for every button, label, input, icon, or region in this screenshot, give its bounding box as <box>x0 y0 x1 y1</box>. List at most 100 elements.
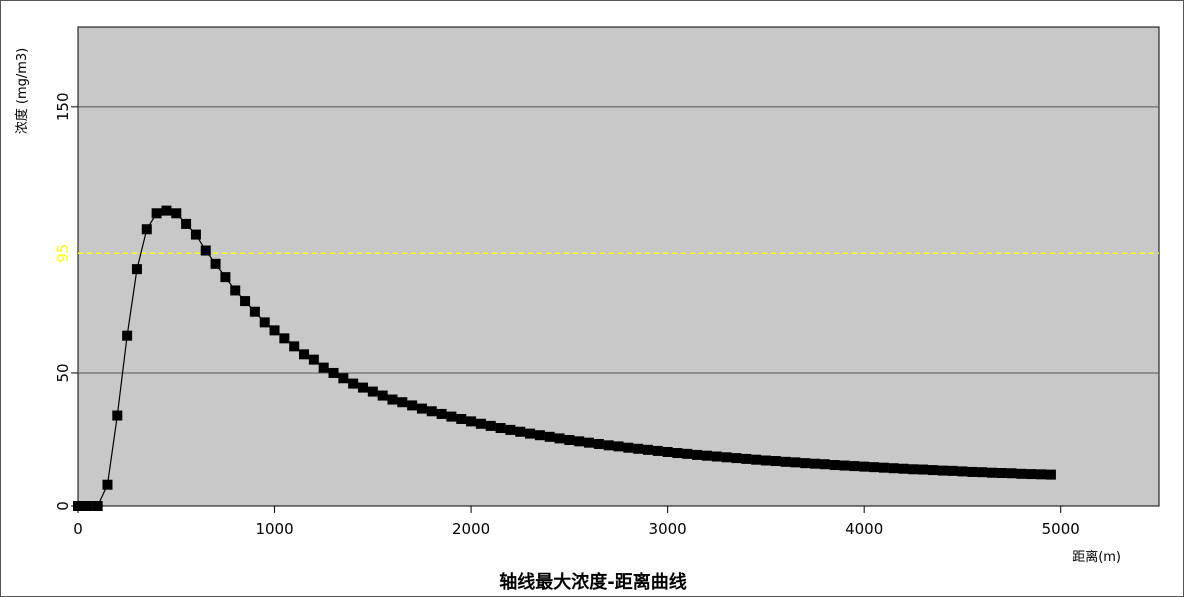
data-point <box>485 420 496 431</box>
data-point <box>505 424 516 435</box>
data-point <box>760 455 771 466</box>
data-point <box>574 436 585 447</box>
data-point <box>122 330 133 341</box>
plot-area <box>77 26 1160 507</box>
data-point <box>662 446 673 457</box>
data-point <box>554 433 565 444</box>
data-point <box>141 224 152 235</box>
data-point <box>436 408 447 419</box>
data-point <box>790 457 801 468</box>
data-point <box>190 229 201 240</box>
x-tick-label: 2000 <box>452 520 490 538</box>
data-point <box>829 460 840 471</box>
data-point <box>564 435 575 446</box>
data-point <box>397 397 408 408</box>
data-point <box>367 386 378 397</box>
data-point <box>1045 469 1056 480</box>
data-point <box>338 373 349 384</box>
data-point <box>1036 469 1047 480</box>
data-point <box>800 458 811 469</box>
data-point <box>731 453 742 464</box>
x-tick-label: 0 <box>73 520 83 538</box>
x-tick-label: 5000 <box>1042 520 1080 538</box>
x-tick-label: 4000 <box>845 520 883 538</box>
data-point <box>475 418 486 429</box>
x-axis-title: 距离(m) <box>1072 549 1121 565</box>
data-point <box>220 272 231 283</box>
data-point <box>269 325 280 336</box>
data-point <box>584 437 595 448</box>
y-tick-label: 0 <box>54 501 72 511</box>
data-point <box>908 464 919 475</box>
data-point <box>377 390 388 401</box>
data-point <box>210 258 221 269</box>
data-point <box>495 423 506 434</box>
data-point <box>642 444 653 455</box>
data-point <box>230 285 241 296</box>
data-point <box>888 463 899 474</box>
reference-line-label: 95 <box>54 244 72 263</box>
data-point <box>741 453 752 464</box>
data-point <box>751 454 762 465</box>
data-point <box>819 459 830 470</box>
data-point <box>328 367 339 378</box>
data-point <box>249 306 260 317</box>
data-point <box>967 466 978 477</box>
data-point <box>869 462 880 473</box>
data-point <box>151 208 162 219</box>
data-point <box>348 378 359 389</box>
data-point <box>92 501 103 511</box>
data-point <box>318 362 329 373</box>
data-point <box>515 426 526 437</box>
data-point <box>259 317 270 328</box>
data-point <box>289 341 300 352</box>
data-point <box>416 403 427 414</box>
data-point <box>613 441 624 452</box>
data-point <box>839 460 850 471</box>
data-point <box>73 501 83 511</box>
data-point <box>947 465 958 476</box>
data-point <box>770 456 781 467</box>
data-point <box>996 468 1007 479</box>
data-point <box>878 462 889 473</box>
data-point <box>1016 468 1027 479</box>
data-point <box>407 400 418 411</box>
data-point <box>986 467 997 478</box>
data-point <box>927 465 938 476</box>
data-point <box>603 440 614 451</box>
data-point <box>977 467 988 478</box>
data-point <box>780 456 791 467</box>
data-point <box>937 465 948 476</box>
data-point <box>426 406 437 417</box>
data-point <box>682 448 693 459</box>
data-point <box>357 382 368 393</box>
data-point <box>308 354 319 365</box>
data-point <box>446 411 457 422</box>
data-point <box>849 461 860 472</box>
data-point <box>810 458 821 469</box>
data-point <box>593 438 604 449</box>
data-point <box>711 451 722 462</box>
data-point <box>181 218 192 229</box>
data-point <box>918 464 929 475</box>
x-tick-label: 3000 <box>649 520 687 538</box>
data-point <box>387 394 398 405</box>
data-point <box>112 410 123 421</box>
data-point <box>898 463 909 474</box>
data-point <box>957 466 968 477</box>
data-point <box>859 461 870 472</box>
chart-title: 轴线最大浓度-距离曲线 <box>499 571 686 593</box>
data-point <box>701 450 712 461</box>
data-point <box>279 333 290 344</box>
data-point <box>652 445 663 456</box>
data-point <box>466 416 477 427</box>
data-point <box>171 208 182 219</box>
data-point <box>240 296 251 307</box>
data-point <box>672 448 683 459</box>
y-tick-label: 50 <box>54 363 72 382</box>
data-point <box>299 349 310 360</box>
data-point <box>131 264 142 275</box>
data-point <box>534 430 545 441</box>
